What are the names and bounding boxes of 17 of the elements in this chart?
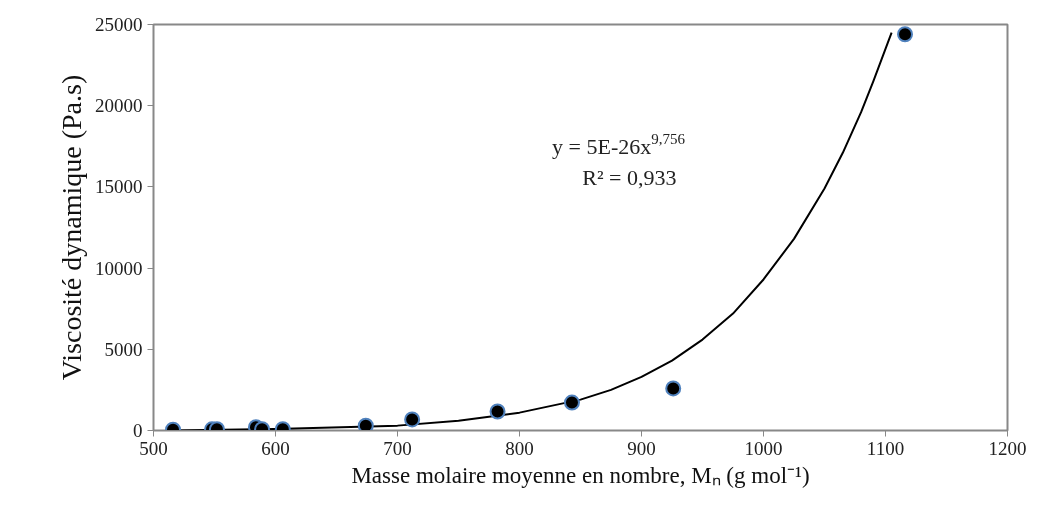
x-tick-label: 700 [383,437,412,459]
x-tick-label: 1000 [744,437,783,459]
y-tick-label: 10000 [95,257,143,279]
y-axis-title: Viscosité dynamique (Pa.s) [56,74,87,381]
x-tick-label: 600 [261,437,290,459]
x-tick-label: 1200 [988,437,1027,459]
annotation: R² = 0,933 [582,164,677,190]
x-tick-label: 800 [505,437,534,459]
x-tick-label: 1100 [866,437,905,459]
y-tick-label: 15000 [95,176,143,198]
y-tick-label: 25000 [95,14,143,35]
y-tick-label: 20000 [95,95,143,117]
x-axis-title: Masse molaire moyenne en nombre, Mₙ (g mol⁻¹) [351,462,810,488]
point [357,417,374,431]
y-tick-label: 5000 [104,338,143,360]
point [897,26,914,43]
x-tick-label: 900 [627,437,656,459]
